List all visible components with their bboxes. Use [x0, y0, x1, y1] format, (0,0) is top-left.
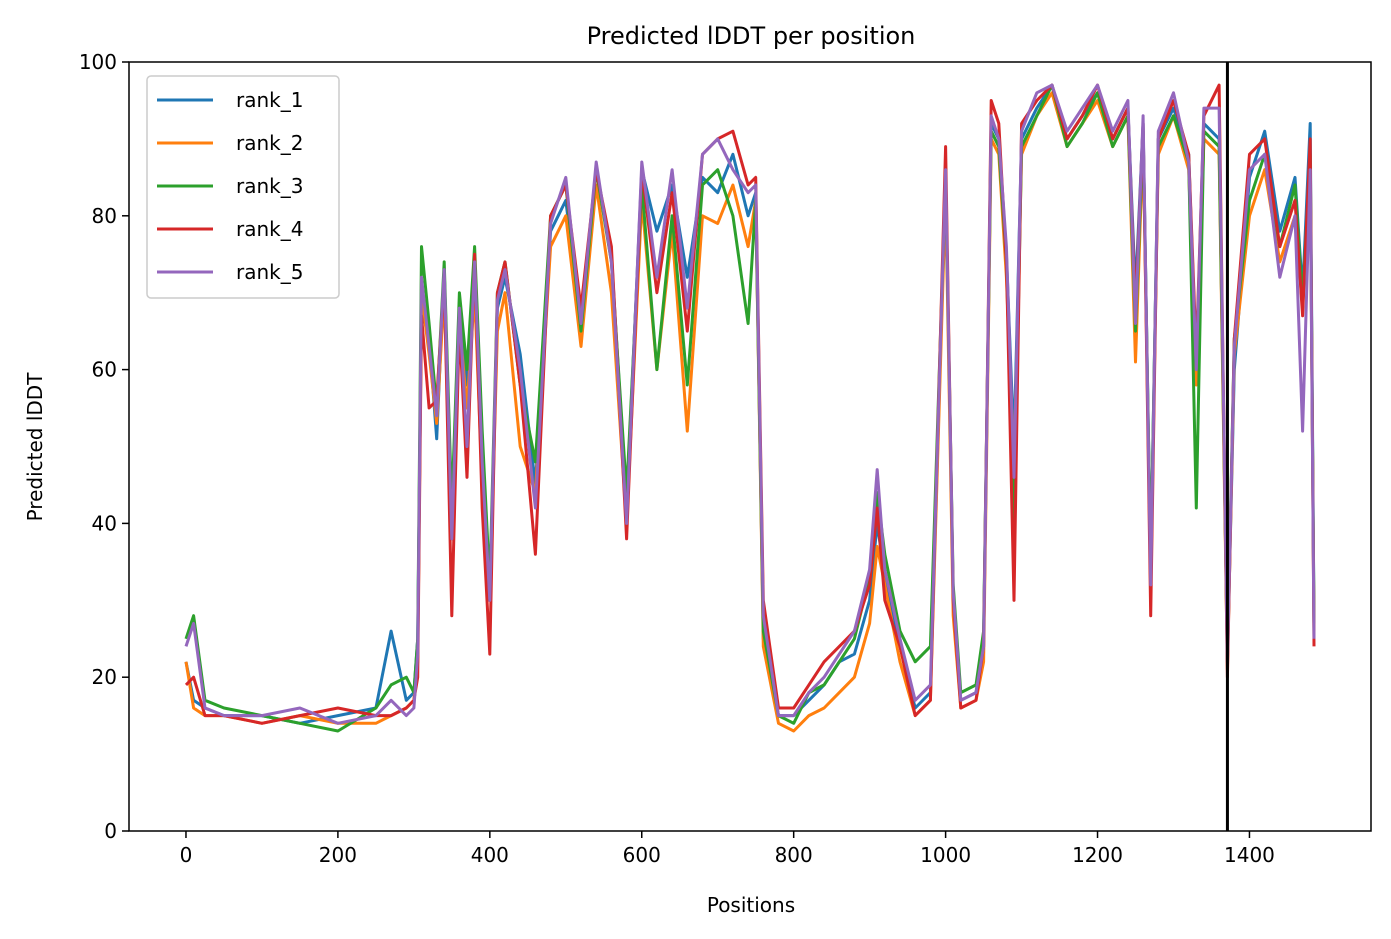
x-axis-label: Positions: [707, 893, 795, 917]
y-tick-label: 80: [92, 204, 117, 228]
y-tick-label: 100: [79, 50, 117, 74]
legend-label-rank-1: rank_1: [236, 88, 303, 112]
legend-label-rank-4: rank_4: [236, 217, 303, 241]
y-tick-label: 0: [104, 819, 117, 843]
series-line-rank-5: [184, 83, 1316, 725]
y-tick-label: 60: [92, 358, 117, 382]
legend-box: [146, 75, 340, 299]
x-tick-label: 0: [180, 843, 193, 867]
plot-area: [184, 62, 1316, 831]
legend: rank_1 rank_2 rank_3 rank_4 rank_5: [146, 75, 340, 299]
plot-frame: [128, 61, 1372, 832]
legend-label-rank-5: rank_5: [236, 260, 303, 284]
x-tick-label: 1200: [1072, 843, 1123, 867]
x-axis: 0 200 400 600 800 1000 1200 1400: [180, 831, 1275, 867]
y-tick-label: 20: [92, 665, 117, 689]
x-tick-label: 200: [319, 843, 357, 867]
x-tick-label: 1400: [1224, 843, 1275, 867]
x-tick-label: 600: [623, 843, 661, 867]
x-tick-label: 1000: [920, 843, 971, 867]
y-tick-label: 40: [92, 511, 117, 535]
x-tick-label: 400: [471, 843, 509, 867]
y-axis-label: Predicted lDDT: [23, 372, 47, 522]
y-axis: 0 20 40 60 80 100: [79, 50, 129, 843]
legend-label-rank-3: rank_3: [236, 174, 303, 198]
legend-label-rank-2: rank_2: [236, 131, 303, 155]
chart-title: Predicted lDDT per position: [587, 22, 916, 50]
x-tick-label: 800: [775, 843, 813, 867]
